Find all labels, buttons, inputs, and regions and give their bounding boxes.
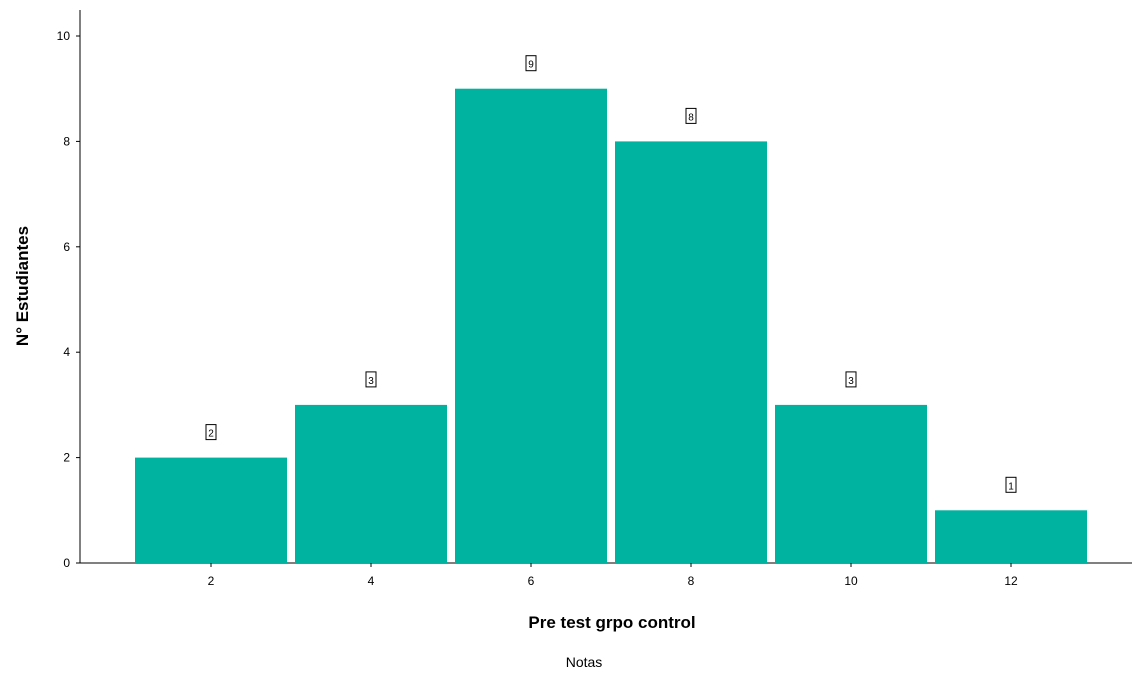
y-tick-label: 6 — [63, 240, 70, 254]
data-label-box — [525, 55, 537, 72]
bar-8 — [615, 141, 767, 563]
y-tick-label: 8 — [63, 134, 70, 148]
x-tick-label: 4 — [368, 574, 375, 588]
data-label: 9 — [528, 60, 534, 71]
y-axis-label: N° Estudiantes — [13, 226, 32, 346]
bar-4 — [295, 404, 447, 563]
chart-caption: Notas — [566, 654, 603, 670]
data-label: 1 — [1008, 481, 1014, 492]
y-tick-label: 2 — [63, 451, 70, 465]
x-tick-labels: 2 4 6 8 10 12 — [208, 563, 1018, 588]
data-label: 3 — [368, 376, 374, 387]
data-label-box — [685, 107, 697, 124]
data-label-box — [1005, 476, 1017, 493]
data-label-box — [365, 371, 377, 388]
data-label: 3 — [848, 376, 854, 387]
data-label-box — [205, 424, 217, 441]
y-tick-label: 10 — [57, 29, 71, 43]
data-label: 2 — [208, 429, 214, 440]
x-axis-label: Pre test grpo control — [528, 613, 695, 632]
bar-6 — [455, 88, 607, 563]
y-tick-label: 0 — [63, 556, 70, 570]
x-tick-label: 12 — [1004, 574, 1018, 588]
data-label-box — [845, 371, 857, 388]
data-label: 8 — [688, 112, 694, 123]
bar-12 — [935, 510, 1087, 563]
x-tick-label: 2 — [208, 574, 215, 588]
y-tick-label: 4 — [63, 345, 70, 359]
bars — [135, 88, 1087, 563]
bar-2 — [135, 457, 287, 563]
x-tick-label: 8 — [688, 574, 695, 588]
data-labels: 2 3 9 8 3 1 — [205, 55, 1017, 493]
x-tick-label: 6 — [528, 574, 535, 588]
bar-10 — [775, 404, 927, 563]
x-tick-label: 10 — [844, 574, 858, 588]
y-tick-labels: 0 2 4 6 8 10 — [57, 29, 80, 570]
